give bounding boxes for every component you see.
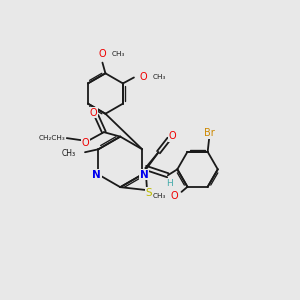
Text: O: O xyxy=(99,49,106,59)
Text: O: O xyxy=(169,131,176,142)
Text: N: N xyxy=(92,169,101,179)
Text: H: H xyxy=(167,179,173,188)
Text: CH₃: CH₃ xyxy=(62,149,76,158)
Text: O: O xyxy=(140,73,147,82)
Text: O: O xyxy=(171,191,178,201)
Text: Br: Br xyxy=(204,128,214,138)
Text: CH₃: CH₃ xyxy=(112,51,125,57)
Text: S: S xyxy=(146,188,152,197)
Text: N: N xyxy=(140,169,148,179)
Text: CH₃: CH₃ xyxy=(152,193,166,199)
Text: O: O xyxy=(90,108,97,118)
Text: CH₂CH₃: CH₂CH₃ xyxy=(38,135,65,141)
Text: O: O xyxy=(81,138,89,148)
Text: CH₃: CH₃ xyxy=(153,74,166,80)
